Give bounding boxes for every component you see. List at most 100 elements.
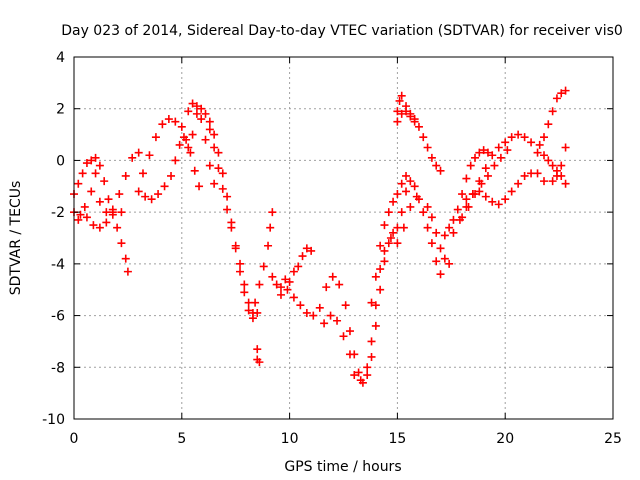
data-point-marker xyxy=(514,179,523,188)
data-point-marker xyxy=(188,130,197,139)
y-tick-label: -6 xyxy=(51,309,65,325)
data-point-marker xyxy=(393,107,402,116)
y-tick-label: -10 xyxy=(42,412,65,428)
data-point-marker xyxy=(419,208,428,217)
y-tick-label: 0 xyxy=(56,153,65,169)
y-tick-label: -4 xyxy=(51,257,65,273)
data-point-marker xyxy=(74,215,83,224)
data-point-marker xyxy=(436,166,445,175)
data-point-marker xyxy=(326,311,335,320)
data-point-marker xyxy=(151,133,160,142)
data-point-marker xyxy=(214,164,223,173)
data-point-marker xyxy=(82,159,91,168)
data-point-marker xyxy=(533,169,542,178)
data-point-marker xyxy=(154,190,163,199)
data-point-marker xyxy=(236,267,245,276)
data-point-marker xyxy=(302,308,311,317)
data-point-marker xyxy=(466,161,475,170)
data-point-marker xyxy=(376,285,385,294)
data-point-marker xyxy=(494,143,503,152)
data-point-marker xyxy=(123,267,132,276)
data-point-marker xyxy=(481,164,490,173)
data-point-marker xyxy=(503,146,512,155)
data-point-marker xyxy=(87,187,96,196)
data-point-marker xyxy=(406,112,415,121)
data-point-marker xyxy=(507,133,516,142)
data-point-marker xyxy=(427,239,436,248)
data-point-marker xyxy=(289,293,298,302)
data-point-marker xyxy=(145,151,154,160)
data-point-marker xyxy=(514,130,523,139)
data-point-marker xyxy=(490,161,499,170)
data-point-marker xyxy=(363,371,372,380)
data-point-marker xyxy=(376,265,385,274)
data-point-marker xyxy=(218,169,227,178)
data-point-marker xyxy=(87,156,96,165)
x-tick-label: 10 xyxy=(281,431,299,447)
data-point-marker xyxy=(283,285,292,294)
data-point-marker xyxy=(380,257,389,266)
data-point-marker xyxy=(74,179,83,188)
data-point-marker xyxy=(205,117,214,126)
data-point-marker xyxy=(175,140,184,149)
data-point-marker xyxy=(496,153,505,162)
data-point-marker xyxy=(315,303,324,312)
data-point-marker xyxy=(197,115,206,124)
data-point-marker xyxy=(91,169,100,178)
data-point-marker xyxy=(557,161,566,170)
data-point-marker xyxy=(423,143,432,152)
data-point-marker xyxy=(432,161,441,170)
y-tick-label: 2 xyxy=(56,102,65,118)
data-point-marker xyxy=(384,239,393,248)
chart-title: Day 023 of 2014, Sidereal Day-to-day VTE… xyxy=(61,23,623,39)
data-point-marker xyxy=(80,202,89,211)
data-point-marker xyxy=(464,202,473,211)
data-point-marker xyxy=(367,298,376,307)
data-point-marker xyxy=(445,223,454,232)
data-point-marker xyxy=(540,151,549,160)
data-point-marker xyxy=(298,252,307,261)
data-point-marker xyxy=(544,156,553,165)
data-point-marker xyxy=(164,115,173,124)
data-point-marker xyxy=(82,213,91,222)
data-point-marker xyxy=(445,259,454,268)
data-point-marker xyxy=(561,86,570,95)
data-point-marker xyxy=(397,208,406,217)
data-point-marker xyxy=(138,169,147,178)
data-point-marker xyxy=(458,213,467,222)
data-point-marker xyxy=(197,104,206,113)
data-point-marker xyxy=(115,190,124,199)
data-point-marker xyxy=(507,187,516,196)
y-tick-label: -8 xyxy=(51,360,65,376)
data-point-marker xyxy=(535,140,544,149)
data-point-marker xyxy=(264,241,273,250)
data-point-marker xyxy=(552,171,561,180)
data-point-marker xyxy=(376,241,385,250)
data-point-marker xyxy=(113,223,122,232)
data-point-marker xyxy=(231,244,240,253)
data-point-marker xyxy=(341,301,350,310)
data-point-marker xyxy=(548,161,557,170)
data-point-marker xyxy=(414,122,423,131)
data-point-marker xyxy=(561,143,570,152)
data-point-marker xyxy=(160,182,169,191)
data-point-marker xyxy=(471,153,480,162)
data-point-marker xyxy=(501,195,510,204)
y-tick-label: 4 xyxy=(56,50,65,66)
data-point-marker xyxy=(184,143,193,152)
data-point-marker xyxy=(548,177,557,186)
data-point-marker xyxy=(540,133,549,142)
data-point-marker xyxy=(177,122,186,131)
data-point-marker xyxy=(188,99,197,108)
x-tick-label: 15 xyxy=(388,431,406,447)
y-axis-label: SDTVAR / TECUs xyxy=(8,181,24,296)
data-point-marker xyxy=(494,200,503,209)
data-point-marker xyxy=(386,234,395,242)
data-point-marker xyxy=(296,301,305,310)
data-point-marker xyxy=(223,192,232,201)
data-point-marker xyxy=(520,171,529,180)
data-point-marker xyxy=(255,280,264,289)
data-point-marker xyxy=(134,148,143,157)
data-point-marker xyxy=(121,171,130,180)
data-point-marker xyxy=(240,288,249,297)
